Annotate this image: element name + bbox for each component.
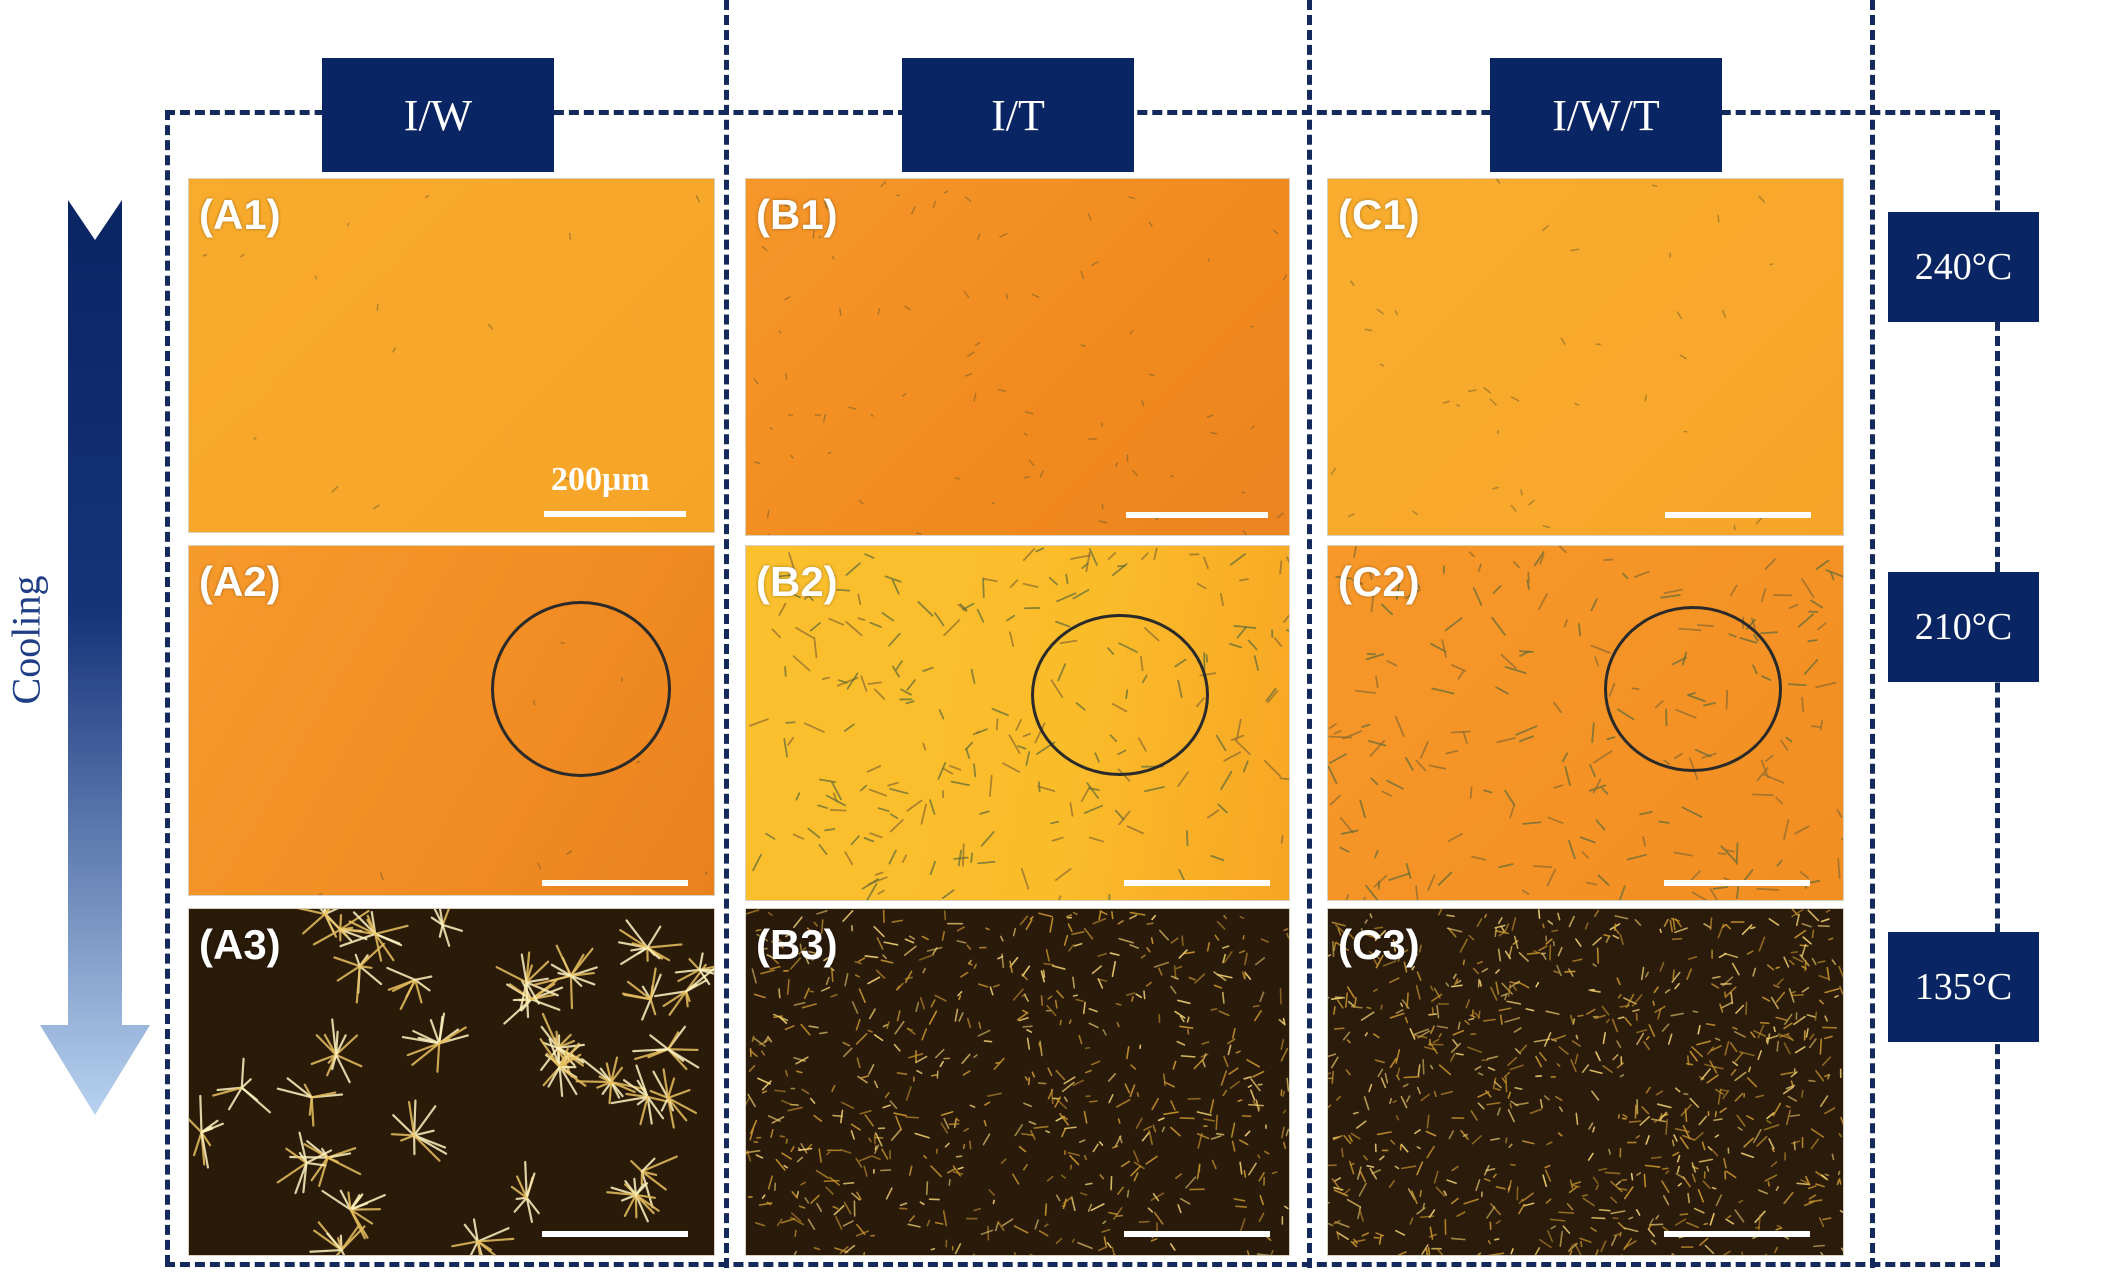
scale-bar — [542, 1231, 688, 1237]
scale-bar-label: 200μm — [551, 461, 650, 498]
column-header-iwt: I/W/T — [1490, 58, 1722, 172]
scale-bar — [1665, 512, 1811, 518]
panel-label-a3: (A3) — [199, 921, 281, 968]
panel-label-c1: (C1) — [1338, 191, 1420, 238]
highlight-circle — [1031, 614, 1209, 776]
highlight-circle — [491, 601, 671, 777]
temperature-label-210: 210°C — [1888, 572, 2039, 682]
column-header-iw: I/W — [322, 58, 554, 172]
micrograph-a1: (A1) 200μm — [188, 178, 715, 533]
scale-bar — [1126, 512, 1268, 518]
micrograph-b2: (B2) — [745, 545, 1290, 901]
divider-line-3 — [1870, 0, 1875, 1268]
panel-label-b2: (B2) — [756, 558, 838, 605]
scale-bar — [1124, 1231, 1270, 1237]
micrograph-a3: (A3) — [188, 908, 715, 1256]
frame-right-line — [1995, 110, 2000, 1265]
panel-label-b3: (B3) — [756, 921, 838, 968]
micrograph-a2: (A2) — [188, 545, 715, 896]
panel-label-a1: (A1) — [199, 191, 281, 238]
micrograph-texture — [746, 909, 1289, 1255]
scale-bar — [544, 511, 686, 517]
micrograph-c3: (C3) — [1327, 908, 1844, 1256]
panel-label-b1: (B1) — [756, 191, 838, 238]
divider-line-1 — [724, 0, 729, 1268]
divider-line-2 — [1307, 0, 1312, 1268]
micrograph-texture — [1328, 909, 1843, 1255]
micrograph-c2: (C2) — [1327, 545, 1844, 901]
micrograph-texture — [189, 909, 714, 1255]
panel-label-c3: (C3) — [1338, 921, 1420, 968]
scale-bar — [1664, 880, 1810, 886]
scale-bar — [1124, 880, 1270, 886]
micrograph-texture — [202, 194, 700, 510]
cooling-arrow-icon — [40, 200, 150, 1115]
temperature-label-240: 240°C — [1888, 212, 2039, 322]
panel-label-c2: (C2) — [1338, 558, 1420, 605]
micrograph-texture — [1330, 179, 1774, 531]
column-header-it: I/T — [902, 58, 1134, 172]
temperature-label-135: 135°C — [1888, 932, 2039, 1042]
cooling-label: Cooling — [3, 575, 49, 705]
frame-left-line — [165, 110, 170, 1265]
highlight-circle — [1604, 606, 1782, 772]
micrograph-b1: (B1) — [745, 178, 1290, 536]
scale-bar — [1664, 1231, 1810, 1237]
panel-label-a2: (A2) — [199, 558, 281, 605]
micrograph-b3: (B3) — [745, 908, 1290, 1256]
micrograph-c1: (C1) — [1327, 178, 1844, 536]
scale-bar — [542, 880, 688, 886]
frame-bottom-line — [165, 1262, 2000, 1267]
